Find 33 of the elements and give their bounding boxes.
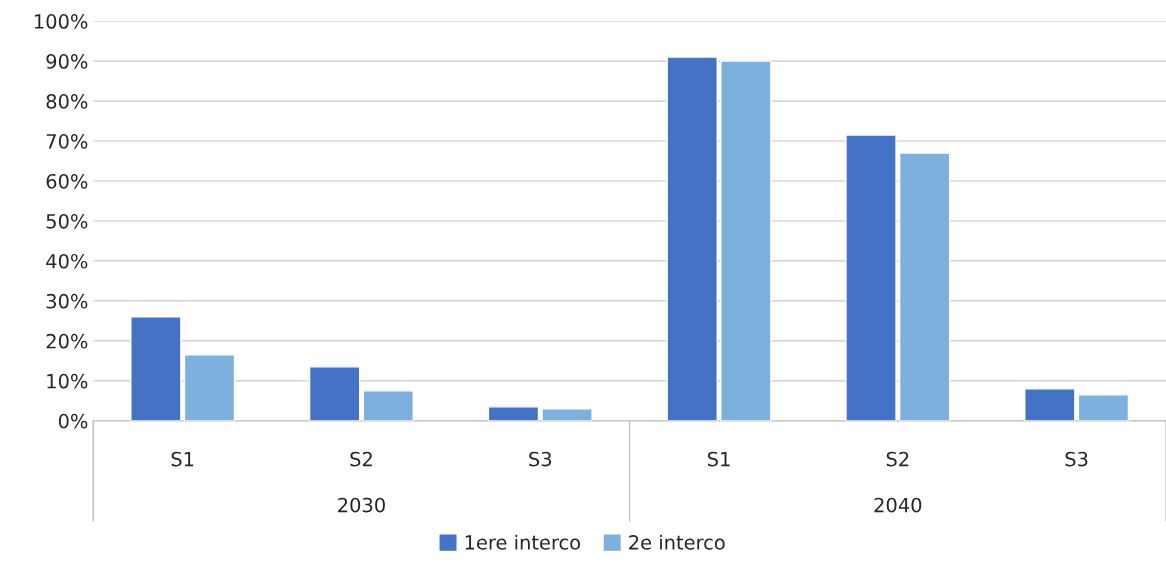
legend-label: 2e interco [629,534,725,550]
y-tick-label: 30% [46,293,88,309]
x-tick-label: S2 [886,451,909,467]
bar [362,390,415,421]
y-tick-label: 60% [46,173,88,189]
y-tick-label: 70% [46,133,88,149]
bar [666,56,718,421]
y-tick-label: 100% [34,14,88,29]
x-tick-label: S3 [529,451,552,467]
bar [898,152,951,421]
y-tick-label: 20% [46,333,88,349]
bar [308,366,361,421]
bar [845,134,897,421]
text: 2030 [338,497,385,513]
x-tick-label: S1 [171,451,194,467]
legend-label: 1ere interco [465,534,581,550]
y-tick-label: 50% [46,213,88,229]
bar [487,406,540,421]
y-tick-label: 80% [46,94,88,109]
bar [183,354,236,421]
bar [720,60,772,421]
y-tick-label: 90% [46,54,88,69]
x-tick-label: S2 [350,451,372,467]
y-tick-label: 0% [58,413,88,429]
y-tick-label: 10% [47,373,88,389]
bar [1024,388,1076,421]
x-tick-label: S1 [707,451,730,467]
y-tick-label: 40% [46,253,88,269]
bar [1077,394,1130,421]
bar [130,316,182,421]
x-tick-label: S3 [1065,451,1088,467]
text: 2040 [874,497,922,513]
bar [541,408,593,421]
